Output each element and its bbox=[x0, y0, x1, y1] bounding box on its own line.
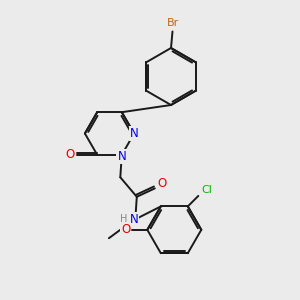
Text: O: O bbox=[66, 148, 75, 161]
Text: N: N bbox=[117, 150, 126, 163]
Text: Cl: Cl bbox=[201, 185, 212, 195]
Text: Br: Br bbox=[167, 18, 178, 28]
Text: N: N bbox=[130, 127, 139, 140]
Text: O: O bbox=[157, 177, 166, 190]
Text: H: H bbox=[120, 214, 128, 224]
Text: N: N bbox=[129, 213, 138, 226]
Text: O: O bbox=[121, 223, 130, 236]
